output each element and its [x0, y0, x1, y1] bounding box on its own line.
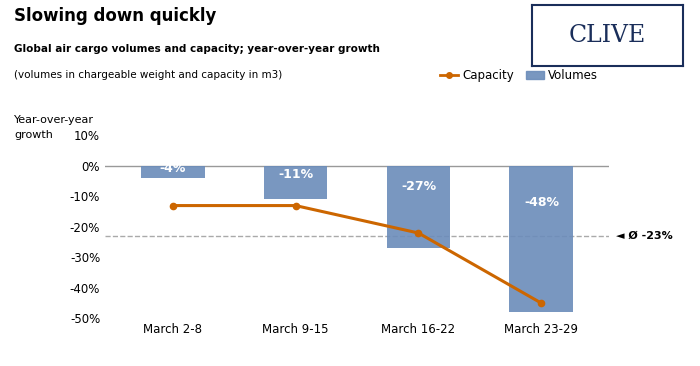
Legend: Capacity, Volumes: Capacity, Volumes	[435, 64, 603, 87]
Text: -4%: -4%	[160, 163, 186, 175]
Text: Global air cargo volumes and capacity; year-over-year growth: Global air cargo volumes and capacity; y…	[14, 44, 380, 54]
Bar	[264, 166, 328, 199]
Text: growth: growth	[14, 130, 53, 140]
Text: -48%: -48%	[524, 196, 559, 209]
Text: -11%: -11%	[278, 168, 313, 181]
Text: -27%: -27%	[401, 180, 436, 193]
Text: ◄ Ø -23%: ◄ Ø -23%	[616, 231, 673, 241]
Text: Year-over-year: Year-over-year	[14, 115, 94, 125]
Text: (volumes in chargeable weight and capacity in m3): (volumes in chargeable weight and capaci…	[14, 70, 282, 79]
Text: Slowing down quickly: Slowing down quickly	[14, 7, 216, 25]
Bar	[141, 166, 204, 178]
Bar	[386, 166, 450, 248]
Bar	[510, 166, 573, 312]
Text: CLIVE: CLIVE	[568, 24, 646, 47]
